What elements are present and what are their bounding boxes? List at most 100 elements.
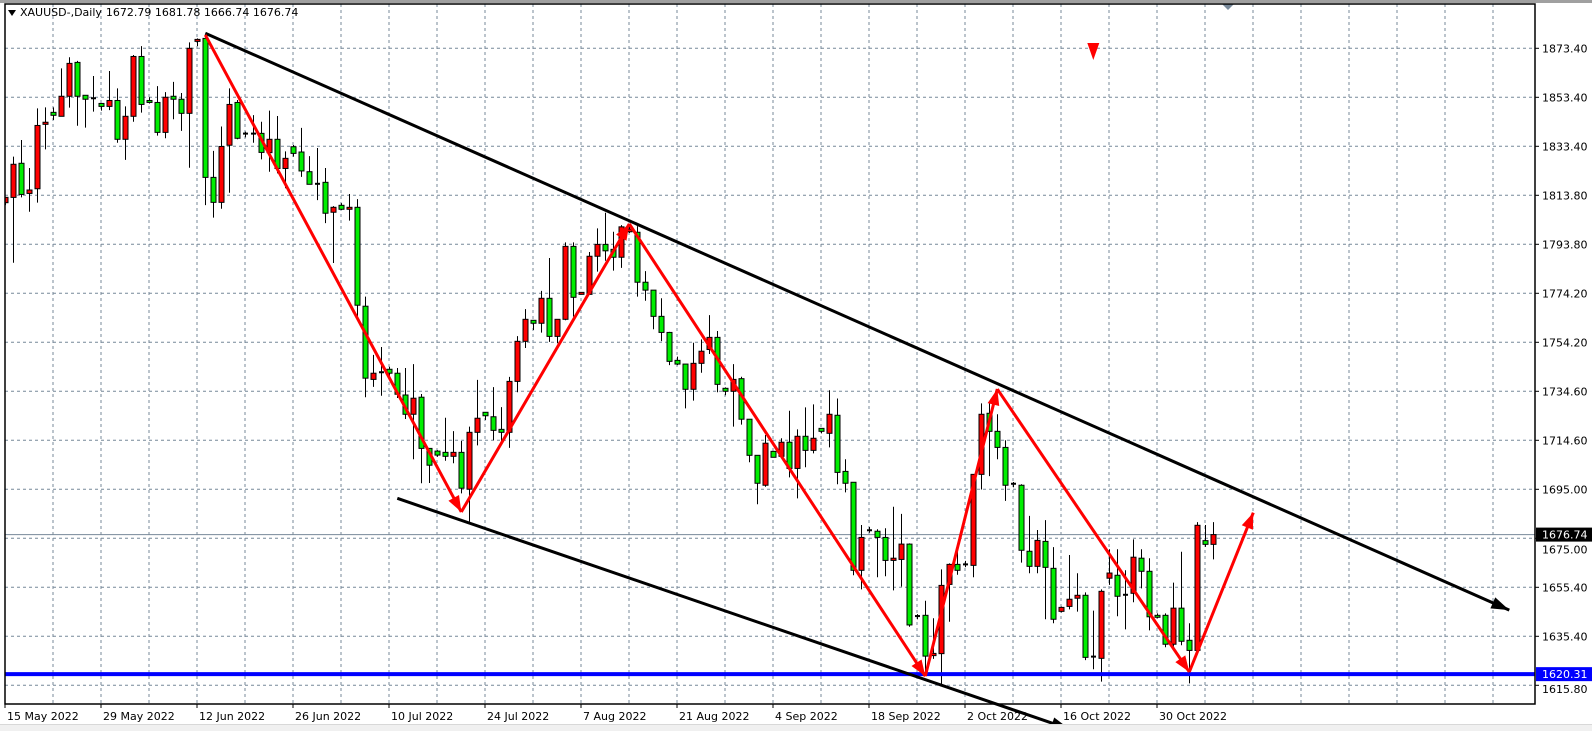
candle-body <box>98 102 105 107</box>
candle <box>1066 554 1073 610</box>
candle-body <box>362 305 369 379</box>
triangle-down-icon[interactable] <box>8 9 16 16</box>
candle-body <box>1042 540 1049 568</box>
zigzag-arrow-segment[interactable] <box>203 34 463 513</box>
candle-body <box>346 206 353 210</box>
candle <box>602 212 609 261</box>
date-axis[interactable]: 15 May 2022 29 May 2022 12 Jun 2022 26 Jun … <box>4 704 1227 723</box>
candle <box>690 342 697 401</box>
candle-body <box>1186 639 1193 651</box>
zigzag-arrow-segment[interactable] <box>460 223 631 513</box>
lower-channel-trendline[interactable] <box>396 496 1070 730</box>
support-price-badge <box>1536 667 1592 682</box>
price-tick-label: 1774.20 <box>1542 287 1588 300</box>
candle <box>546 257 553 342</box>
arrowhead-icon <box>1490 597 1510 611</box>
price-tick-label: 1873.40 <box>1542 42 1588 55</box>
price-tick-label: 1695.00 <box>1542 483 1588 496</box>
candle-body <box>698 350 705 364</box>
price-tick-label: 1754.20 <box>1542 336 1588 349</box>
candle-body <box>794 435 801 469</box>
grid <box>5 4 1535 704</box>
price-tick-label: 1714.60 <box>1542 434 1588 447</box>
candle-body <box>722 387 729 392</box>
candle-body <box>1058 606 1065 612</box>
candle <box>210 150 217 218</box>
candle-body <box>522 318 529 342</box>
candle <box>410 364 417 460</box>
candle-body <box>874 530 881 538</box>
candle-body <box>674 359 681 365</box>
candle-body <box>1026 550 1033 567</box>
candle-body <box>162 96 169 133</box>
candle-body <box>1098 590 1105 659</box>
candle-body <box>994 430 1001 448</box>
candle-body <box>570 245 577 298</box>
candle <box>122 106 129 160</box>
candle-body <box>82 94 89 100</box>
candle-body <box>954 563 961 571</box>
candle <box>890 506 897 591</box>
zigzag-arrow-segment[interactable] <box>1187 512 1255 673</box>
candle-body <box>354 206 361 306</box>
candle-body <box>218 145 225 203</box>
candle <box>490 387 497 441</box>
candle-body <box>1170 607 1177 645</box>
candle <box>1074 573 1081 612</box>
candle <box>162 92 169 139</box>
candle-body <box>970 473 977 566</box>
candle <box>146 97 153 104</box>
candle-body <box>546 297 553 337</box>
zigzag-arrow-segment[interactable] <box>996 388 1191 673</box>
candle-body <box>530 319 537 324</box>
candle-body <box>810 437 817 451</box>
arrow-down-marker-icon[interactable] <box>1087 43 1100 61</box>
symbol-timeframe: XAUUSD-,Daily <box>20 6 102 19</box>
candle <box>867 527 872 533</box>
candle-body <box>74 61 81 97</box>
candle-body <box>298 151 305 172</box>
zigzag-arrow-segment[interactable] <box>923 388 999 677</box>
candle-body <box>50 111 57 116</box>
zigzag-arrow-segment[interactable] <box>628 223 927 677</box>
candle-body <box>10 163 17 198</box>
price-tick-label: 1833.40 <box>1542 140 1588 153</box>
candle <box>251 115 256 143</box>
price-axis[interactable]: 1873.40 1853.40 1833.40 1813.80 1793.80 1774.… <box>1535 42 1592 696</box>
candle <box>1091 610 1096 670</box>
candle <box>906 543 913 627</box>
candle-body <box>562 245 569 320</box>
candle-body <box>1106 572 1113 579</box>
candle <box>243 131 248 138</box>
candle <box>898 513 905 587</box>
candle <box>818 427 825 434</box>
candle <box>58 68 65 117</box>
candle <box>10 156 17 263</box>
upper-channel-trendline[interactable] <box>204 31 1510 612</box>
candle <box>50 107 57 121</box>
candle <box>506 376 513 448</box>
chart-shift-marker-icon[interactable] <box>1222 4 1234 10</box>
candle-body <box>210 176 217 203</box>
candle-body <box>682 363 689 390</box>
candle-body <box>442 451 449 457</box>
candle-body <box>122 115 129 140</box>
arrowhead-icon <box>911 659 926 677</box>
candle-body <box>802 435 809 451</box>
candle <box>202 34 209 206</box>
candle-body <box>130 55 137 117</box>
candle-body <box>1178 607 1185 642</box>
date-tick-label: 18 Sep 2022 <box>871 710 941 723</box>
candle-body <box>1074 594 1081 599</box>
candle <box>266 110 273 172</box>
candle <box>178 93 185 131</box>
candle-body <box>1202 540 1209 545</box>
date-tick-label: 24 Jul 2022 <box>487 710 549 723</box>
candle <box>570 242 577 317</box>
candle <box>379 347 384 396</box>
candle-body <box>1018 484 1025 551</box>
candle-body <box>154 101 161 133</box>
candle <box>770 450 777 458</box>
candle-body <box>338 204 345 210</box>
